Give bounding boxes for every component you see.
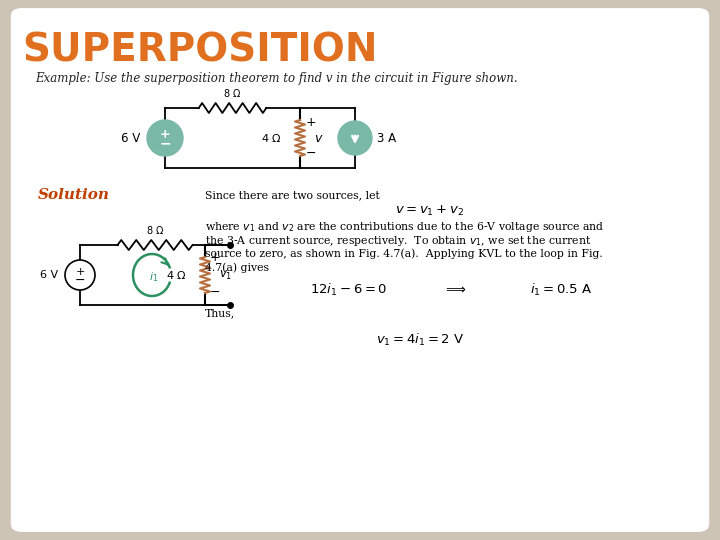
Text: the 3-A current source, respectively.  To obtain $v_1$, we set the current: the 3-A current source, respectively. To… xyxy=(205,234,591,248)
Text: +: + xyxy=(210,251,220,264)
Text: 8 $\Omega$: 8 $\Omega$ xyxy=(223,87,242,99)
Text: 6 V: 6 V xyxy=(40,270,58,280)
Circle shape xyxy=(338,121,372,155)
Text: +: + xyxy=(76,267,85,277)
Text: +: + xyxy=(306,116,317,129)
Text: +: + xyxy=(160,127,171,140)
Text: $i_1$: $i_1$ xyxy=(149,270,158,284)
Text: $i_1 = 0.5\ \mathrm{A}$: $i_1 = 0.5\ \mathrm{A}$ xyxy=(530,282,593,298)
Text: 4 $\Omega$: 4 $\Omega$ xyxy=(166,269,187,281)
Text: SUPERPOSITION: SUPERPOSITION xyxy=(22,32,377,70)
Text: source to zero, as shown in Fig. 4.7(a).  Applying KVL to the loop in Fig.: source to zero, as shown in Fig. 4.7(a).… xyxy=(205,248,603,259)
Text: $12i_1 - 6 = 0$: $12i_1 - 6 = 0$ xyxy=(310,282,387,298)
Text: Since there are two sources, let: Since there are two sources, let xyxy=(205,190,379,200)
Text: 8 $\Omega$: 8 $\Omega$ xyxy=(146,224,164,236)
Circle shape xyxy=(65,260,95,290)
Text: −: − xyxy=(306,147,317,160)
Text: Example: Use the superposition theorem to find v in the circuit in Figure shown.: Example: Use the superposition theorem t… xyxy=(35,72,518,85)
Text: v: v xyxy=(314,132,321,145)
Text: $v_1$: $v_1$ xyxy=(219,268,233,281)
Text: Thus,: Thus, xyxy=(205,308,235,318)
Text: −: − xyxy=(210,286,220,299)
Text: $\Longrightarrow$: $\Longrightarrow$ xyxy=(443,282,467,296)
Text: $v = v_1 + v_2$: $v = v_1 + v_2$ xyxy=(395,204,464,218)
Circle shape xyxy=(147,120,183,156)
Text: $v_1 = 4i_1 = 2\ \mathrm{V}$: $v_1 = 4i_1 = 2\ \mathrm{V}$ xyxy=(376,332,464,348)
Text: where $v_1$ and $v_2$ are the contributions due to the 6-V voltage source and: where $v_1$ and $v_2$ are the contributi… xyxy=(205,220,604,234)
Text: 4 $\Omega$: 4 $\Omega$ xyxy=(261,132,282,144)
Text: 4.7(a) gives: 4.7(a) gives xyxy=(205,262,269,273)
Text: −: − xyxy=(159,136,171,150)
Text: 3 A: 3 A xyxy=(377,132,396,145)
Text: −: − xyxy=(75,273,85,287)
Text: 6 V: 6 V xyxy=(121,132,140,145)
Text: Solution: Solution xyxy=(38,188,110,202)
